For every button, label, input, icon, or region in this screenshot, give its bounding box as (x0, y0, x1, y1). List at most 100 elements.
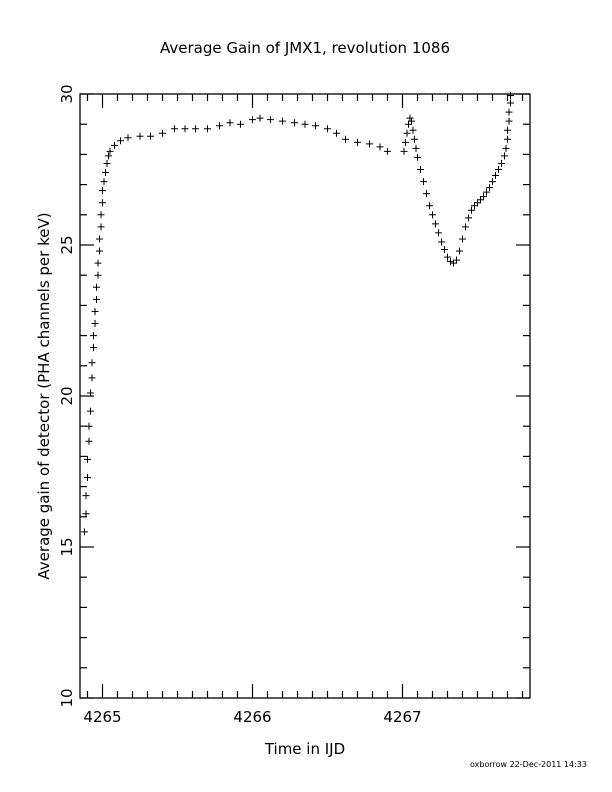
data-point (84, 474, 91, 482)
data-point (147, 132, 154, 140)
data-point (471, 202, 478, 210)
data-point (366, 140, 373, 148)
data-point (459, 235, 466, 243)
data-point (88, 359, 96, 367)
data-point (420, 178, 427, 186)
data-point (414, 153, 421, 161)
data-point (111, 141, 118, 149)
data-point (171, 125, 178, 133)
data-point (438, 238, 445, 246)
data-point (204, 125, 211, 133)
y-tick-label: 20 (58, 386, 76, 405)
data-point (117, 137, 124, 145)
data-point (507, 92, 514, 100)
data-point (423, 190, 430, 198)
data-point (403, 129, 411, 137)
y-axis-label: Average gain of detector (PHA channels p… (35, 212, 53, 579)
data-point (82, 510, 90, 518)
data-point (249, 116, 256, 124)
data-point (501, 152, 508, 160)
data-point (450, 259, 457, 267)
data-point (495, 166, 502, 173)
data-point (105, 152, 112, 160)
data-point (106, 147, 114, 155)
data-point (412, 144, 420, 152)
data-point (291, 119, 298, 127)
data-point (435, 229, 442, 237)
data-point (226, 119, 234, 127)
data-point (408, 117, 415, 125)
x-tick-label: 4267 (383, 708, 421, 726)
data-point (279, 117, 286, 125)
data-point (91, 320, 99, 328)
data-point (87, 389, 94, 397)
data-point (405, 120, 412, 128)
data-point (492, 172, 499, 180)
data-point (124, 134, 132, 142)
data-point (474, 199, 481, 207)
data-point (417, 166, 424, 173)
data-point (312, 122, 319, 130)
data-point (447, 258, 454, 266)
data-point (406, 114, 414, 122)
chart-title: Average Gain of JMX1, revolution 1086 (160, 39, 450, 57)
data-point (181, 125, 189, 133)
data-point (477, 196, 484, 204)
data-point (324, 125, 331, 133)
data-point (85, 437, 93, 445)
data-point (82, 492, 90, 500)
data-point (94, 271, 102, 279)
data-point (102, 169, 109, 177)
data-point (342, 135, 349, 143)
data-point (402, 138, 409, 146)
data-point (462, 223, 469, 231)
data-point (444, 253, 451, 261)
data-point (93, 295, 100, 303)
data-point (85, 422, 93, 430)
data-point (97, 211, 105, 219)
data-point (498, 159, 505, 167)
data-point (376, 143, 384, 151)
y-tick-label: 30 (58, 84, 76, 103)
data-point (216, 122, 223, 130)
data-point (87, 407, 94, 415)
data-point (90, 332, 97, 340)
y-axis-ticks: 10 15 20 25 30 (58, 84, 530, 708)
data-point (81, 528, 88, 536)
data-point (409, 126, 417, 134)
data-point (456, 247, 463, 255)
data-point (94, 259, 102, 267)
data-point (333, 129, 340, 137)
data-point (256, 114, 264, 122)
y-tick-label: 15 (58, 537, 76, 556)
data-point (480, 193, 487, 201)
data-point (99, 199, 106, 207)
x-axis-ticks: 4265 4266 4267 (83, 94, 524, 726)
data-point (84, 455, 91, 463)
data-point (354, 138, 361, 146)
data-point (429, 211, 436, 219)
data-point (441, 246, 448, 254)
y-tick-label: 25 (58, 235, 76, 254)
data-point (486, 184, 493, 192)
data-point (502, 144, 510, 152)
x-tick-label: 4266 (233, 708, 271, 726)
data-point (136, 132, 144, 140)
data-point (504, 126, 511, 134)
data-point (237, 120, 244, 128)
data-point (384, 147, 391, 155)
data-point (468, 206, 475, 214)
data-point (504, 135, 511, 143)
data-point (103, 159, 111, 167)
data-point (96, 247, 103, 255)
data-points (81, 92, 514, 536)
footer-timestamp: oxborrow 22-Dec-2011 14:33 (470, 760, 587, 769)
plot-frame (79, 93, 531, 699)
data-point (96, 235, 103, 243)
data-point (91, 307, 99, 315)
data-point (159, 129, 166, 137)
x-tick-label: 4265 (83, 708, 121, 726)
data-point (267, 116, 274, 124)
data-point (192, 125, 199, 133)
